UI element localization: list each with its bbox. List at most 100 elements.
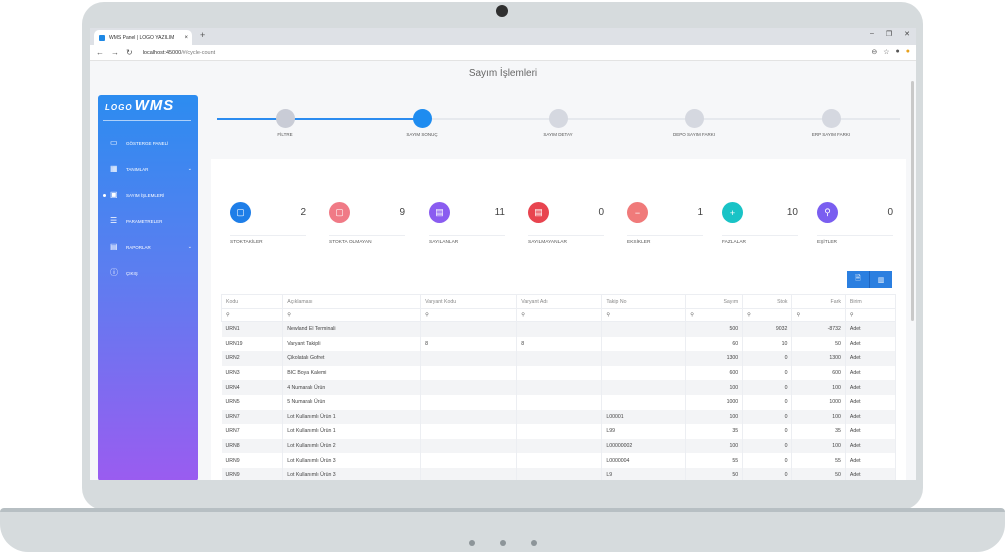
sidebar-item[interactable]: ⓘ ÇIKIŞ [110, 269, 192, 277]
sidebar-item[interactable]: ▣ SAYIM İŞLEMLERİ [103, 190, 192, 199]
table-cell: Lot Kullanımlı Ürün 3 [282, 453, 422, 468]
laptop-base [0, 512, 1005, 552]
column-header[interactable]: Stok [742, 294, 793, 309]
filter-cell[interactable]: ⚲ [601, 308, 687, 322]
stepper-step[interactable]: ERP SAYIM FARKI [796, 109, 866, 138]
info-icon: ⓘ [110, 268, 118, 277]
table-cell: URN5 [221, 394, 284, 410]
table-cell: L99 [601, 424, 687, 439]
filter-cell[interactable]: ⚲ [220, 308, 284, 322]
column-header[interactable]: Fark [791, 294, 846, 309]
filter-cell[interactable]: ⚲ [685, 308, 744, 322]
table-cell [516, 365, 603, 381]
document-icon: 🗎 [855, 275, 861, 282]
browser-tab[interactable]: WMS Panel | LOGO YAZILIM × [94, 30, 192, 45]
favicon-icon [99, 34, 105, 41]
stepper-step[interactable]: SAYIM DETAY [523, 109, 593, 138]
table-cell: 100 [791, 438, 846, 454]
url-path: /#/cycle-count [181, 49, 216, 56]
table-cell: -8732 [791, 321, 846, 337]
table-cell [420, 351, 518, 366]
table-cell: 50 [791, 336, 846, 352]
filter-cell[interactable]: ⚲ [791, 308, 846, 322]
stat-value: 0 [598, 207, 604, 218]
sidebar-item[interactable]: ▭ GÖSTERGE PANELİ [110, 139, 192, 147]
column-header[interactable]: Açıklaması [282, 294, 422, 309]
table-row[interactable]: URN19 Varyant Takipli 8 8 60 10 50 Adet [221, 336, 897, 352]
back-button[interactable]: ← [96, 48, 104, 57]
table-cell: URN19 [221, 336, 284, 352]
page-scrollbar[interactable] [911, 81, 914, 321]
column-header[interactable]: Sayım [685, 294, 744, 309]
extension-icon[interactable]: ● [905, 48, 910, 55]
stat-label: STOKTAKİLER [230, 240, 263, 245]
table-row[interactable]: URN4 4 Numaralı Ürün 100 0 100 Adet [221, 380, 897, 395]
table-cell: 1300 [791, 351, 846, 366]
stepper-step[interactable]: FİLTRE [250, 109, 320, 138]
table-cell: Adet [845, 467, 897, 480]
column-header[interactable]: Varyant Adı [516, 294, 603, 309]
table-row[interactable]: URN9 Lot Kullanımlı Ürün 3 L9 50 0 50 Adet [221, 467, 897, 480]
table-cell: 1000 [685, 394, 744, 410]
table-cell [420, 394, 518, 410]
column-header[interactable]: Birim [844, 294, 897, 309]
filter-cell[interactable]: ⚲ [420, 308, 518, 322]
sidebar-item[interactable]: ▦ TANIMLAR ⌄ [110, 165, 192, 173]
forward-button[interactable]: → [111, 48, 119, 57]
table-cell [601, 365, 687, 381]
table-cell: Adet [845, 336, 897, 352]
filter-cell[interactable]: ⚲ [516, 308, 603, 322]
table-cell: 600 [685, 365, 744, 381]
column-header[interactable]: Varyant Kodu [420, 294, 518, 309]
table-row[interactable]: URN7 Lot Kullanımlı Ürün 1 L99 35 0 35 Adet [221, 424, 897, 439]
table-cell: 50 [791, 467, 846, 480]
box-icon: ▢ [329, 202, 350, 223]
stepper-step[interactable]: SAYIM SONUÇ [387, 109, 457, 138]
table-cell: 8 [420, 336, 518, 352]
results-card: ▢ 2 STOKTAKİLER ▢ 9 STOKTA OLMAYAN ▤ 11 SAYILANL… [211, 159, 906, 480]
sidebar-item[interactable]: ▤ RAPORLAR ⌄ [110, 243, 192, 251]
column-header[interactable]: Kodu [220, 294, 284, 309]
table-row[interactable]: URN9 Lot Kullanımlı Ürün 3 L0000004 55 0 55 Ad… [221, 453, 897, 468]
logo-prefix: LOGO [105, 103, 133, 112]
filter-cell[interactable]: ⚲ [844, 308, 897, 322]
close-window-button[interactable]: ✕ [904, 31, 910, 38]
box-icon: ▢ [230, 202, 251, 223]
filter-cell[interactable]: ⚲ [742, 308, 793, 322]
tab-title: WMS Panel | LOGO YAZILIM [109, 34, 175, 41]
column-chooser-button[interactable]: ▥ [869, 271, 892, 288]
profile-icon[interactable]: ● [895, 48, 900, 55]
new-tab-button[interactable]: + [200, 30, 206, 40]
sidebar-item[interactable]: ☰ PARAMETRELER [110, 217, 192, 225]
maximize-button[interactable]: ❐ [885, 31, 893, 38]
minimize-button[interactable]: – [869, 30, 874, 37]
table-row[interactable]: URN7 Lot Kullanımlı Ürün 1 L00001 100 0 100 Ad… [221, 409, 897, 425]
zoom-icon[interactable]: ⊖ [871, 49, 878, 56]
table-cell: 0 [742, 365, 793, 381]
table-cell: Adet [845, 321, 897, 337]
url-field[interactable]: localhost:45000/#/cycle-count [143, 50, 215, 56]
table-row[interactable]: URN2 Çikolatalı Gofret 1300 0 1300 Adet [221, 351, 897, 366]
export-button[interactable]: 🗎 [847, 271, 869, 288]
step-circle [412, 109, 432, 128]
stepper-step[interactable]: DEPO SAYIM FARKI [659, 109, 729, 138]
table-row[interactable]: URN5 5 Numaralı Ürün 1000 0 1000 Adet [221, 394, 897, 410]
table-row[interactable]: URN8 Lot Kullanımlı Ürün 2 L00000002 100 0 10… [221, 438, 897, 454]
chevron-down-icon: ⌄ [187, 166, 192, 172]
sidebar-item-label: RAPORLAR [126, 244, 151, 250]
tab-close-button[interactable]: × [184, 34, 188, 41]
table-cell [516, 394, 603, 410]
star-icon[interactable]: ☆ [883, 49, 890, 56]
table-row[interactable]: URN3 BIC Boya Kalemi 600 0 600 Adet [221, 365, 897, 381]
filter-cell[interactable]: ⚲ [282, 308, 422, 322]
search-icon: ⚲ [425, 312, 429, 318]
table-cell: 500 [685, 321, 744, 337]
step-label: ERP SAYIM FARKI [811, 132, 851, 137]
sidebar-item-label: GÖSTERGE PANELİ [126, 140, 169, 146]
search-icon: ⚲ [690, 312, 694, 318]
url-host: localhost:45000 [142, 49, 182, 56]
reload-button[interactable]: ↻ [126, 48, 133, 57]
column-header[interactable]: Takip No [601, 294, 687, 309]
table-row[interactable]: URN1 Newland El Terminali 500 9032 -8732 Adet [221, 321, 897, 337]
box-icon: ▣ [110, 190, 118, 199]
